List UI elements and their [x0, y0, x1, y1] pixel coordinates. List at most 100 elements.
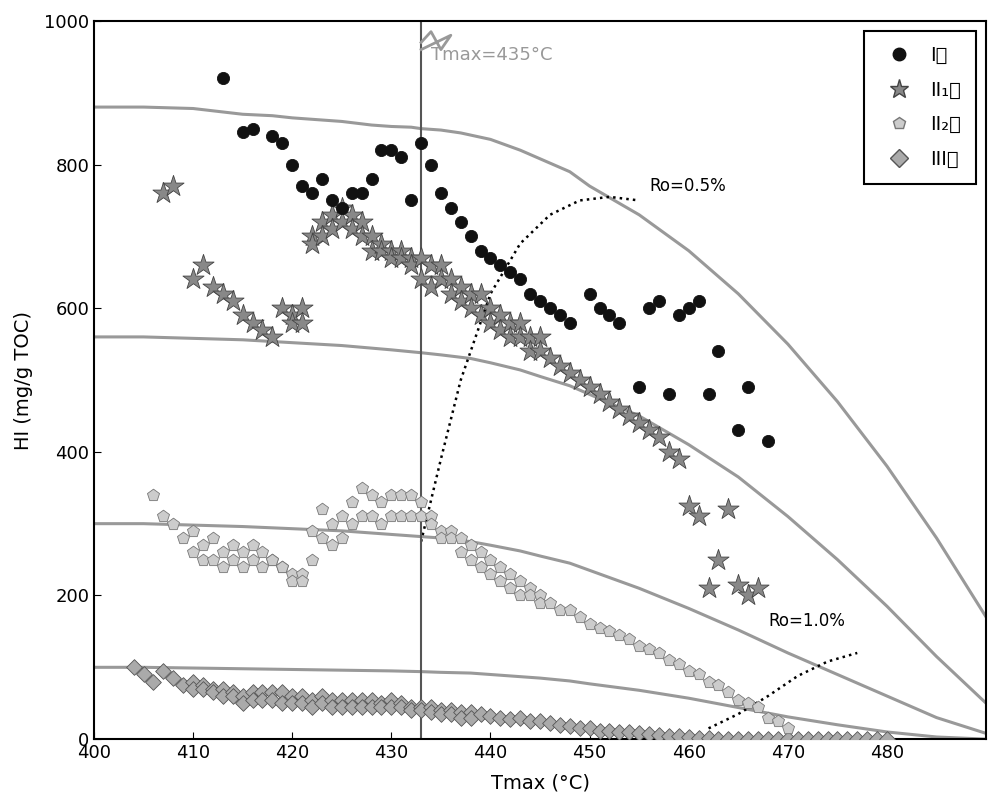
II₂型 [274, 560, 290, 573]
II₂型 [215, 560, 231, 573]
III型 [354, 700, 370, 713]
III型 [373, 696, 389, 709]
I型 [562, 316, 578, 329]
II₁型 [274, 301, 290, 314]
III型 [641, 728, 657, 741]
II₁型 [532, 330, 548, 343]
II₁型 [542, 352, 558, 365]
II₁型 [314, 230, 330, 243]
III型 [264, 693, 280, 706]
III型 [829, 733, 845, 746]
II₂型 [205, 532, 221, 545]
I型 [611, 316, 627, 329]
II₂型 [264, 553, 280, 566]
III型 [403, 704, 419, 717]
I型 [413, 136, 429, 149]
III型 [621, 725, 637, 738]
I型 [473, 244, 489, 257]
III型 [582, 722, 598, 735]
II₂型 [482, 553, 498, 566]
II₁型 [294, 316, 310, 329]
II₁型 [482, 301, 498, 314]
III型 [195, 679, 211, 692]
II₁型 [522, 330, 538, 343]
III型 [304, 693, 320, 706]
III型 [334, 700, 350, 713]
II₁型 [453, 280, 469, 293]
III型 [185, 675, 201, 688]
III型 [314, 696, 330, 709]
III型 [403, 700, 419, 713]
III型 [304, 700, 320, 713]
I型 [245, 123, 261, 135]
III型 [482, 710, 498, 723]
III型 [126, 661, 142, 674]
II₁型 [185, 273, 201, 286]
III型 [373, 700, 389, 713]
I型 [274, 136, 290, 149]
II₂型 [651, 646, 667, 659]
II₁型 [512, 316, 528, 329]
III型 [393, 696, 409, 709]
II₂型 [542, 596, 558, 609]
I型 [294, 180, 310, 193]
II₂型 [671, 657, 687, 670]
II₁型 [354, 215, 370, 228]
III型 [245, 693, 261, 706]
I型 [492, 259, 508, 272]
I型 [691, 294, 707, 307]
III型 [879, 733, 895, 746]
II₁型 [235, 309, 251, 322]
II₁型 [661, 446, 677, 459]
II₁型 [225, 294, 241, 307]
II₂型 [780, 722, 796, 735]
II₂型 [562, 604, 578, 617]
II₁型 [284, 316, 300, 329]
II₂型 [730, 693, 746, 706]
II₁型 [572, 373, 588, 386]
II₂型 [235, 560, 251, 573]
III型 [274, 686, 290, 699]
II₂型 [364, 510, 380, 523]
III型 [383, 700, 399, 713]
III型 [790, 733, 806, 746]
II₂型 [760, 711, 776, 724]
II₁型 [364, 244, 380, 257]
II₁型 [651, 431, 667, 444]
II₁型 [502, 316, 518, 329]
II₂型 [710, 679, 726, 692]
II₂型 [592, 621, 608, 634]
Y-axis label: HI (mg/g TOC): HI (mg/g TOC) [14, 310, 33, 450]
III型 [136, 668, 152, 681]
II₁型 [324, 209, 340, 222]
III型 [334, 693, 350, 706]
II₂型 [215, 546, 231, 559]
II₁型 [393, 244, 409, 257]
II₂型 [413, 510, 429, 523]
III型 [225, 686, 241, 699]
II₁型 [641, 424, 657, 437]
III型 [413, 704, 429, 717]
I型 [671, 309, 687, 322]
II₂型 [621, 632, 637, 645]
III型 [849, 733, 865, 746]
III型 [720, 733, 736, 746]
II₁型 [403, 259, 419, 272]
II₁型 [304, 230, 320, 243]
III型 [443, 708, 459, 721]
II₁型 [473, 309, 489, 322]
III型 [294, 690, 310, 703]
II₂型 [691, 668, 707, 681]
II₂型 [155, 510, 171, 523]
II₁型 [413, 273, 429, 286]
III型 [492, 711, 508, 724]
III型 [770, 733, 786, 746]
II₁型 [205, 280, 221, 293]
II₁型 [522, 345, 538, 358]
II₂型 [443, 532, 459, 545]
II₂型 [254, 546, 270, 559]
I型 [641, 301, 657, 314]
III型 [165, 671, 181, 684]
II₂型 [304, 553, 320, 566]
II₂型 [314, 532, 330, 545]
